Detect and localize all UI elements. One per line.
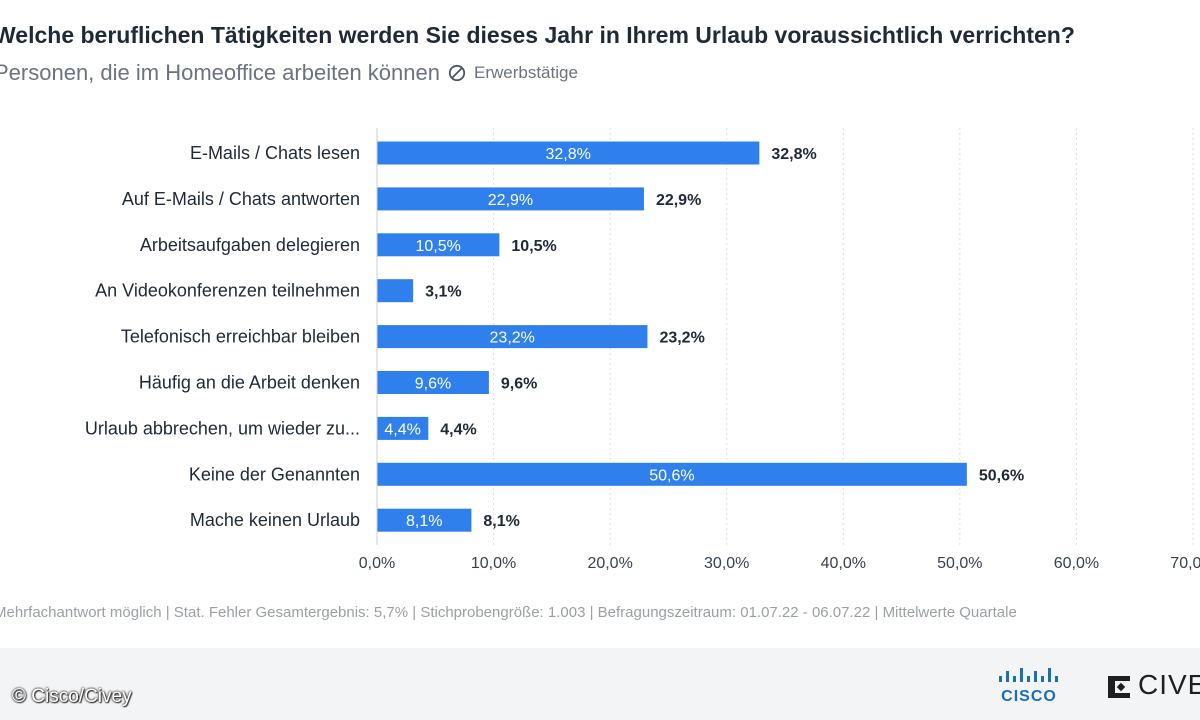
- data-label: 4,4%: [440, 421, 476, 438]
- chart-title: Welche beruflichen Tätigkeiten werden Si…: [0, 22, 1075, 48]
- category-label: An Videokonferenzen teilnehmen: [95, 281, 360, 301]
- x-tick-label: 20,0%: [587, 555, 632, 572]
- x-tick-label: 70,0%: [1170, 555, 1200, 572]
- subtitle-row: Personen, die im Homeoffice arbeiten kön…: [0, 60, 578, 86]
- filter-label[interactable]: Erwerbstätige: [473, 63, 578, 82]
- category-label: Mache keinen Urlaub: [190, 510, 360, 530]
- x-tick-label: 10,0%: [471, 555, 516, 572]
- bar: [377, 141, 760, 165]
- bar-inner-label: 23,2%: [490, 330, 535, 347]
- data-label: 3,1%: [425, 284, 461, 301]
- data-label: 10,5%: [511, 238, 556, 255]
- filter-icon[interactable]: [448, 64, 466, 82]
- bar: [377, 233, 500, 257]
- cisco-logo-text: CISCO: [1001, 688, 1057, 705]
- bar: [377, 416, 429, 440]
- category-label: Häufig an die Arbeit denken: [139, 373, 360, 393]
- bar-inner-label: 50,6%: [649, 467, 694, 484]
- x-tick-label: 60,0%: [1054, 555, 1099, 572]
- bar: [377, 462, 967, 486]
- footnote: Mehrfachantwort möglich | Stat. Fehler G…: [0, 604, 1017, 621]
- bar-inner-label: 9,6%: [415, 376, 451, 393]
- bar-inner-label: 22,9%: [488, 192, 533, 209]
- category-label: Urlaub abbrechen, um wieder zu...: [85, 418, 360, 438]
- data-label: 23,2%: [659, 330, 704, 347]
- footer: © Cisco/Civey CISCO CIVEY: [0, 648, 1200, 720]
- cisco-logo: CISCO: [994, 666, 1064, 706]
- category-label: Auf E-Mails / Chats antworten: [122, 189, 360, 209]
- category-label: Keine der Genannten: [189, 464, 360, 484]
- category-label: E-Mails / Chats lesen: [190, 143, 360, 163]
- data-label: 32,8%: [771, 146, 816, 163]
- bar: [377, 279, 414, 303]
- x-tick-label: 40,0%: [821, 555, 866, 572]
- civey-logo-text: CIVEY: [1138, 669, 1200, 700]
- bar: [377, 508, 472, 532]
- data-label: 50,6%: [979, 467, 1024, 484]
- civey-mark-icon: [1108, 676, 1130, 698]
- bar-inner-label: 8,1%: [406, 513, 442, 530]
- category-label: Telefonisch erreichbar bleiben: [121, 327, 360, 347]
- bar: [377, 187, 644, 211]
- data-label: 9,6%: [501, 376, 537, 393]
- x-tick-label: 0,0%: [359, 555, 395, 572]
- civey-logo: CIVEY: [1104, 668, 1200, 704]
- bar: [377, 325, 648, 349]
- bar-chart: 0,0% 10,0% 20,0% 30,0% 40,0% 50,0% 60,0% 70,0% E…: [85, 128, 1200, 572]
- chart-subtitle: Personen, die im Homeoffice arbeiten kön…: [0, 60, 440, 85]
- x-tick-label: 50,0%: [937, 555, 982, 572]
- bar-inner-label: 4,4%: [384, 421, 420, 438]
- data-label: 22,9%: [656, 192, 701, 209]
- copyright-text: © Cisco/Civey: [12, 686, 132, 707]
- cisco-bars-icon: [999, 668, 1058, 682]
- bar-inner-label: 32,8%: [545, 146, 590, 163]
- category-label: Arbeitsaufgaben delegieren: [140, 235, 360, 255]
- x-tick-label: 30,0%: [704, 555, 749, 572]
- bar-inner-label: 10,5%: [416, 238, 461, 255]
- bar: [377, 371, 489, 394]
- data-label: 8,1%: [483, 513, 519, 530]
